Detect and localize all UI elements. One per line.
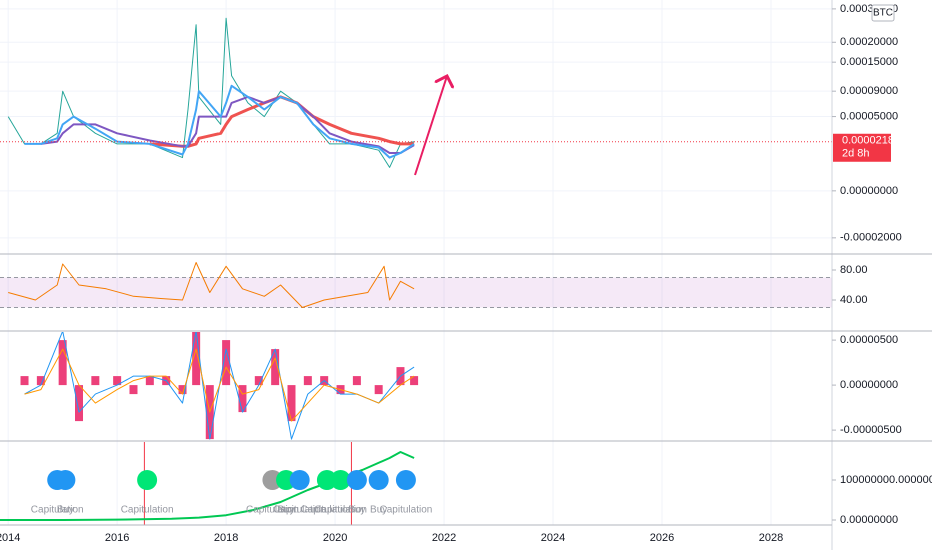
x-tick-label: 2016 [105,532,129,544]
histogram-bar [75,385,84,422]
histogram-bar [287,385,296,422]
y-tick-label: 0.00000000 [840,379,898,391]
histogram-bar [178,385,187,395]
y-tick-label: 0.00000000 [840,185,898,197]
signal-dot [368,470,389,490]
pane [0,17,832,168]
y-tick-label: -0.00002000 [840,232,902,244]
histogram-bar [303,376,312,386]
series-line [24,84,415,159]
series-line [8,262,415,308]
histogram-bar [113,376,122,386]
histogram-bar [36,376,45,386]
signal-label: Buy [348,505,365,516]
last-price-label: 0.00002183 [842,135,900,147]
signal-label: Capitulation [301,505,354,516]
signal-label: Capitulation [246,505,299,516]
x-tick-label: 2028 [759,532,783,544]
drawing-arrow [414,76,447,176]
series-line [0,451,415,521]
y-tick-label: 40.00 [840,294,868,306]
histogram-bar [145,376,154,386]
signal-label: Buy [277,505,294,516]
y-tick-label: 0.00015000 [840,56,898,68]
y-tick-label: 0.00020000 [840,36,898,48]
symbol-box [871,4,895,22]
signal-dot [55,470,76,490]
histogram-bar [129,385,138,395]
series-line [24,332,415,440]
signal-label: Capitulation [121,505,174,516]
pane [0,262,832,308]
signal-dot [289,470,310,490]
y-tick-label: -0.00000500 [840,424,902,436]
signal-dot [395,470,416,490]
y-tick-label: 100000000.00000000 [840,474,932,486]
symbol-label: BTC [873,8,893,19]
signal-dot [346,470,367,490]
histogram-bar [20,376,29,386]
x-tick-label: 2022 [432,532,456,544]
signal-label: Capitulation [380,505,433,516]
signal-label: Capitulation [314,505,367,516]
signal-dot [137,470,158,490]
y-tick-label: 0.00000000 [840,514,898,526]
histogram-bar [352,376,361,386]
series-line [7,17,415,168]
bar-countdown: 2d 8h [842,148,870,160]
y-tick-label: 0.00009000 [840,85,898,97]
pane [20,332,419,440]
histogram-bar [91,376,100,386]
histogram-bar [238,385,247,413]
axes: 201420162018202020222024202620280.000300… [0,3,932,544]
histogram-bar [271,349,280,386]
y-tick-label: 0.00000500 [840,334,898,346]
x-tick-label: 2014 [0,532,20,544]
histogram-bar [374,385,383,395]
histogram-bar [410,376,419,386]
x-tick-label: 2024 [541,532,565,544]
x-tick-label: 2018 [214,532,238,544]
series-line [24,348,415,422]
histogram-bar [254,376,263,386]
x-tick-label: 2026 [650,532,674,544]
y-tick-label: 0.00005000 [840,110,898,122]
signal-dot [330,470,351,490]
last-price-box [833,133,891,162]
signal-label: Capitulation [31,505,84,516]
histogram-bar [58,340,67,386]
histogram-bar [222,340,231,386]
signal-label: Buy [370,505,387,516]
rsi-band [0,277,832,308]
x-tick-label: 2020 [323,532,347,544]
y-tick-label: 80.00 [840,264,868,276]
signal-label: Capitulation [273,505,326,516]
grid [0,0,832,525]
signal-label: Buy [57,505,74,516]
histogram-bar [192,332,201,386]
